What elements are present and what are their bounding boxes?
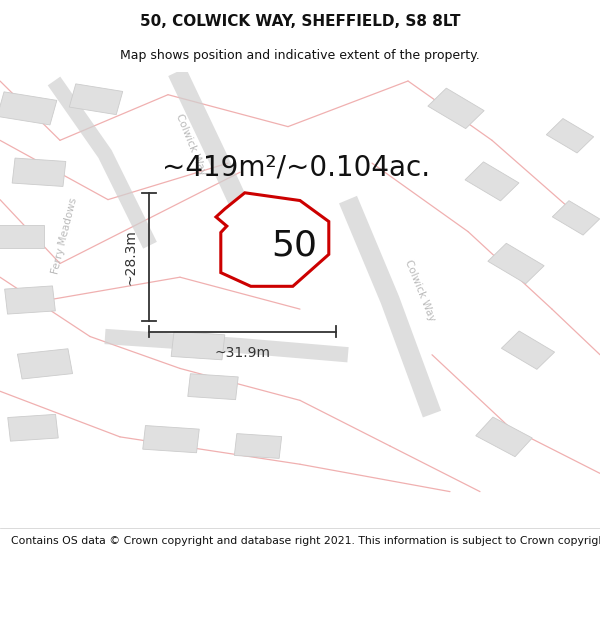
Polygon shape — [143, 426, 199, 452]
Text: 50, COLWICK WAY, SHEFFIELD, S8 8LT: 50, COLWICK WAY, SHEFFIELD, S8 8LT — [140, 14, 460, 29]
Polygon shape — [69, 84, 123, 114]
Text: ~31.9m: ~31.9m — [214, 346, 271, 359]
Polygon shape — [5, 286, 55, 314]
Polygon shape — [12, 158, 66, 186]
Polygon shape — [428, 88, 484, 129]
Polygon shape — [188, 374, 238, 399]
Text: Contains OS data © Crown copyright and database right 2021. This information is : Contains OS data © Crown copyright and d… — [11, 536, 600, 546]
Polygon shape — [502, 331, 554, 369]
Text: ~28.3m: ~28.3m — [124, 229, 138, 284]
Polygon shape — [547, 119, 593, 153]
Polygon shape — [553, 201, 599, 235]
Polygon shape — [465, 162, 519, 201]
Polygon shape — [17, 349, 73, 379]
Polygon shape — [488, 243, 544, 284]
Text: Colwick Way: Colwick Way — [174, 112, 208, 177]
Text: Map shows position and indicative extent of the property.: Map shows position and indicative extent… — [120, 49, 480, 62]
Polygon shape — [0, 225, 44, 248]
Polygon shape — [8, 414, 58, 441]
Text: Colwick Way: Colwick Way — [403, 259, 437, 323]
Text: Ferry Meadows: Ferry Meadows — [50, 197, 79, 275]
Polygon shape — [476, 417, 532, 457]
Polygon shape — [235, 434, 281, 458]
Text: 50: 50 — [271, 228, 317, 262]
Polygon shape — [171, 331, 225, 360]
Polygon shape — [0, 92, 57, 125]
Polygon shape — [216, 192, 329, 286]
Text: ~419m²/~0.104ac.: ~419m²/~0.104ac. — [162, 154, 430, 182]
